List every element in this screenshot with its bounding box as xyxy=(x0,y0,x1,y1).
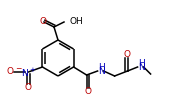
Text: N: N xyxy=(138,64,145,73)
Text: +: + xyxy=(29,67,35,73)
Text: O: O xyxy=(25,84,32,92)
Text: OH: OH xyxy=(69,16,83,26)
Text: H: H xyxy=(98,63,105,71)
Text: −: − xyxy=(15,64,22,74)
Text: O: O xyxy=(40,16,46,26)
Text: O: O xyxy=(123,50,130,59)
Text: O: O xyxy=(84,88,91,97)
Text: N: N xyxy=(21,68,27,77)
Text: H: H xyxy=(138,59,145,67)
Text: O: O xyxy=(6,67,13,77)
Text: N: N xyxy=(98,67,105,77)
